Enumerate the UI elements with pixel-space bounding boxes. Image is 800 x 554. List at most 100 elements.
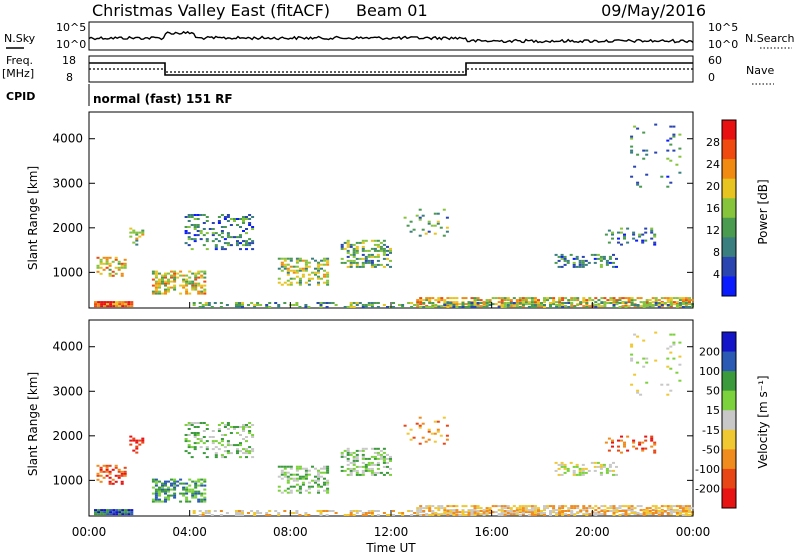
velocity-cell: [256, 512, 260, 514]
velocity-cell: [537, 513, 540, 516]
power-cell: [235, 306, 238, 308]
velocity-cell: [301, 475, 305, 478]
velocity-cell: [524, 505, 528, 508]
power-cell: [382, 257, 386, 260]
power-cell: [515, 299, 519, 302]
velocity-colorbar-label: Velocity [m s⁻¹]: [756, 375, 770, 468]
power-cell: [573, 299, 577, 302]
power-cell: [197, 272, 201, 275]
velocity-cell: [473, 509, 477, 512]
velocity-cell: [226, 428, 230, 430]
velocity-cell: [617, 449, 620, 452]
power-cell: [458, 303, 462, 306]
power-cell: [323, 275, 326, 278]
power-cell: [301, 269, 305, 272]
velocity-cell: [482, 509, 486, 512]
power-cell: [425, 297, 429, 300]
power-cell: [419, 306, 423, 308]
velocity-cell: [452, 512, 456, 514]
power-cell: [301, 259, 305, 262]
power-cell: [94, 305, 97, 308]
power-cell: [106, 305, 110, 308]
power-cell: [213, 302, 217, 304]
power-cell: [582, 299, 586, 302]
velocity-cell: [630, 383, 634, 386]
velocity-cell: [202, 436, 206, 438]
power-cell: [645, 299, 649, 302]
velocity-cell: [578, 467, 582, 470]
power-cell: [681, 299, 685, 302]
power-cell: [239, 234, 242, 237]
power-cell: [585, 299, 589, 302]
power-cell: [636, 183, 640, 186]
velocity-cell: [500, 512, 504, 514]
power-cell: [575, 257, 579, 260]
power-cell: [636, 153, 640, 156]
velocity-cell: [325, 510, 329, 512]
velocity-cell: [349, 469, 353, 472]
power-cell: [355, 245, 359, 248]
power-cell: [355, 304, 359, 306]
velocity-cell: [154, 492, 158, 495]
power-cell: [603, 303, 607, 306]
power-cell: [170, 270, 173, 273]
power-cell: [370, 306, 374, 308]
velocity-cell: [182, 494, 186, 497]
power-cell: [164, 288, 167, 291]
power-cell: [558, 304, 562, 306]
velocity-cell: [154, 488, 158, 491]
power-cell: [389, 251, 392, 254]
power-cell: [620, 231, 623, 234]
power-cell: [364, 239, 368, 242]
velocity-cell: [464, 505, 468, 508]
velocity-cell: [331, 510, 335, 512]
velocity-cell: [326, 487, 330, 490]
velocity-cell: [419, 509, 423, 512]
power-cell: [185, 292, 189, 295]
power-cell: [561, 303, 565, 306]
velocity-cell: [398, 512, 401, 514]
power-cell: [99, 272, 103, 275]
power-cell: [373, 255, 377, 258]
power-cell: [334, 304, 338, 306]
nave-label: Nave: [746, 64, 774, 77]
power-cell: [654, 297, 658, 300]
velocity-cell: [349, 451, 353, 454]
velocity-cell: [245, 456, 248, 459]
power-cell: [277, 257, 281, 260]
power-cell: [256, 304, 260, 306]
power-cell: [154, 290, 158, 293]
power-cell: [437, 306, 441, 308]
power-cell: [191, 282, 195, 285]
power-cell: [607, 241, 611, 244]
power-cell: [94, 303, 97, 306]
velocity-cell: [669, 351, 673, 354]
power-cell: [503, 299, 507, 302]
power-cell: [382, 239, 386, 242]
power-cell: [612, 299, 616, 302]
velocity-cell: [434, 507, 438, 510]
power-cell: [648, 305, 652, 308]
velocity-cell: [654, 331, 658, 334]
velocity-cell: [97, 513, 101, 516]
velocity-cell: [236, 426, 239, 428]
velocity-cell: [515, 513, 519, 516]
power-cell: [311, 271, 314, 274]
power-cell: [509, 305, 513, 308]
velocity-cell: [346, 449, 350, 452]
power-cell: [120, 266, 124, 269]
velocity-cell: [653, 441, 657, 444]
power-cell: [346, 245, 350, 248]
velocity-cell: [612, 473, 615, 476]
velocity-cell: [352, 469, 356, 472]
velocity-cell: [205, 446, 209, 449]
colorbar-tick-label: 16: [706, 202, 720, 215]
velocity-cell: [242, 438, 245, 440]
power-cell: [600, 305, 604, 308]
velocity-cell: [170, 494, 173, 497]
power-cell: [657, 299, 661, 302]
power-cell: [295, 261, 299, 264]
velocity-cell: [641, 449, 645, 452]
velocity-cell: [187, 440, 191, 443]
velocity-cell: [355, 510, 359, 512]
